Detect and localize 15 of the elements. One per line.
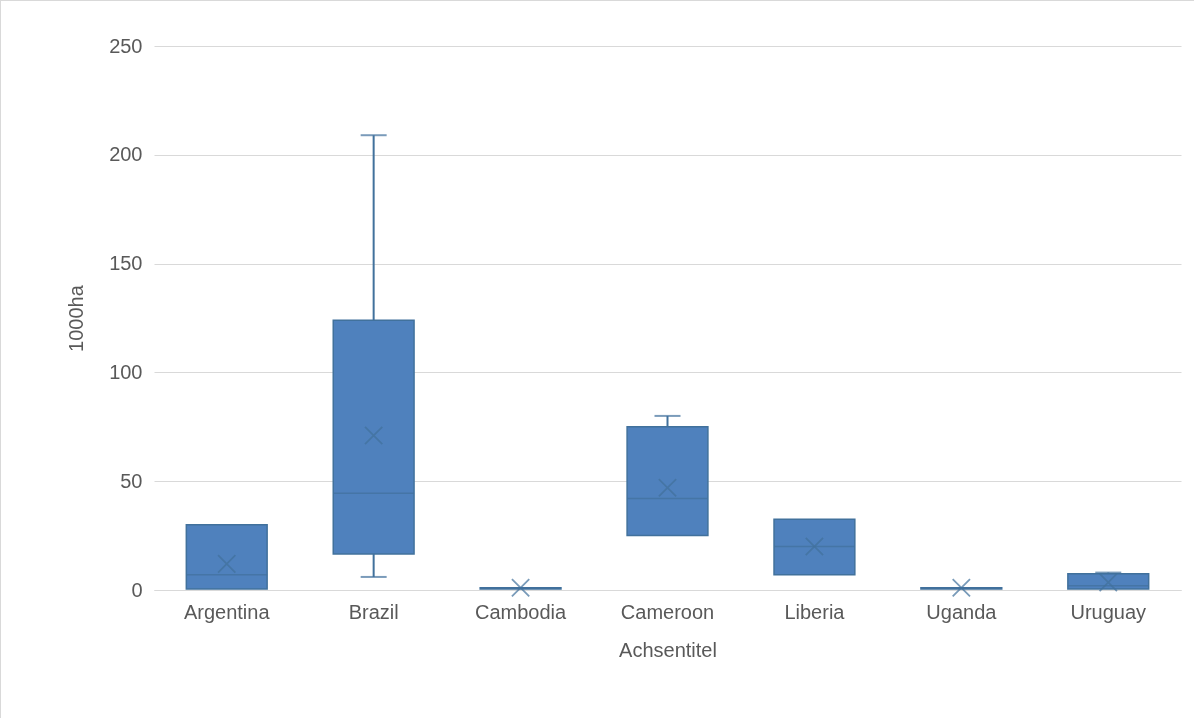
x-tick-label: Liberia	[784, 600, 846, 623]
x-axis-title: Achsentitel	[619, 638, 717, 661]
y-tick-label: 0	[131, 578, 143, 601]
x-tick-label: Brazil	[348, 600, 399, 623]
x-tick-label: Argentina	[183, 600, 271, 623]
y-tick-label: 150	[109, 252, 143, 275]
y-axis-title: 1000ha	[65, 284, 88, 352]
x-tick-label: Uruguay	[1070, 600, 1147, 623]
x-tick-label: Cameroon	[620, 600, 715, 623]
x-tick-label: Cambodia	[474, 600, 568, 623]
y-tick-label: 50	[120, 469, 143, 492]
y-tick-label: 200	[109, 143, 143, 166]
x-tick-label: Uganda	[926, 600, 998, 623]
y-tick-label: 250	[109, 34, 143, 57]
y-tick-label: 100	[109, 360, 143, 383]
